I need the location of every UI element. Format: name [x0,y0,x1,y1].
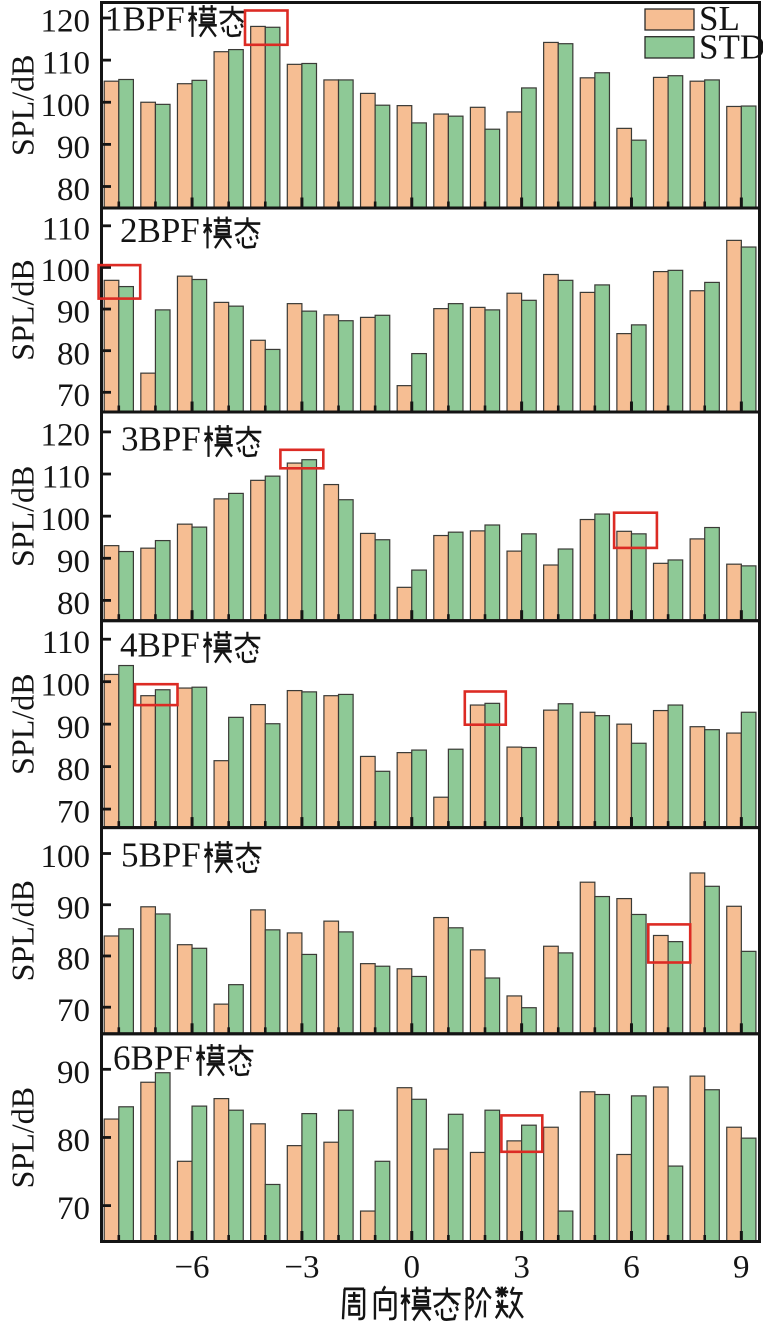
svg-text:80: 80 [57,752,90,788]
svg-text:SPL/dB: SPL/dB [5,55,41,156]
svg-text:SPL/dB: SPL/dB [5,1087,41,1188]
svg-text:100: 100 [41,667,91,703]
svg-text:6: 6 [623,1250,640,1286]
svg-text:90: 90 [57,710,90,746]
svg-text:2BPF: 2BPF [120,211,200,250]
svg-text:90: 90 [57,295,90,331]
svg-text:70: 70 [57,1191,90,1227]
svg-text:−3: −3 [284,1250,319,1286]
svg-text:SPL/dB: SPL/dB [5,259,41,360]
svg-text:100: 100 [41,88,91,124]
svg-text:5BPF: 5BPF [121,836,201,875]
svg-text:70: 70 [57,993,90,1029]
svg-text:80: 80 [57,172,90,208]
svg-text:90: 90 [57,130,90,166]
svg-text:SPL/dB: SPL/dB [5,880,41,981]
svg-text:100: 100 [41,839,91,875]
svg-text:100: 100 [41,502,91,538]
svg-text:110: 110 [42,211,90,247]
svg-text:9: 9 [733,1250,750,1286]
svg-text:SPL/dB: SPL/dB [5,466,41,567]
svg-text:110: 110 [42,460,90,496]
svg-text:STD: STD [699,28,763,67]
svg-text:100: 100 [41,253,91,289]
svg-text:70: 70 [57,795,90,831]
svg-text:−6: −6 [174,1250,209,1286]
svg-text:SPL/dB: SPL/dB [5,673,41,774]
svg-text:80: 80 [57,586,90,622]
svg-text:80: 80 [57,336,90,372]
svg-text:120: 120 [41,4,91,40]
svg-text:80: 80 [57,1123,90,1159]
svg-text:1BPF: 1BPF [105,0,185,39]
svg-text:110: 110 [42,46,90,82]
svg-text:110: 110 [42,625,90,661]
svg-text:90: 90 [57,890,90,926]
svg-text:3BPF: 3BPF [121,420,201,459]
svg-text:70: 70 [57,378,90,414]
svg-text:90: 90 [57,1055,90,1091]
svg-text:6BPF: 6BPF [113,1039,193,1078]
svg-text:4BPF: 4BPF [120,626,200,665]
svg-text:SL: SL [699,0,740,38]
svg-text:80: 80 [57,942,90,978]
svg-text:90: 90 [57,544,90,580]
svg-text:120: 120 [41,418,91,454]
svg-text:3: 3 [513,1250,530,1286]
svg-text:0: 0 [404,1250,421,1286]
